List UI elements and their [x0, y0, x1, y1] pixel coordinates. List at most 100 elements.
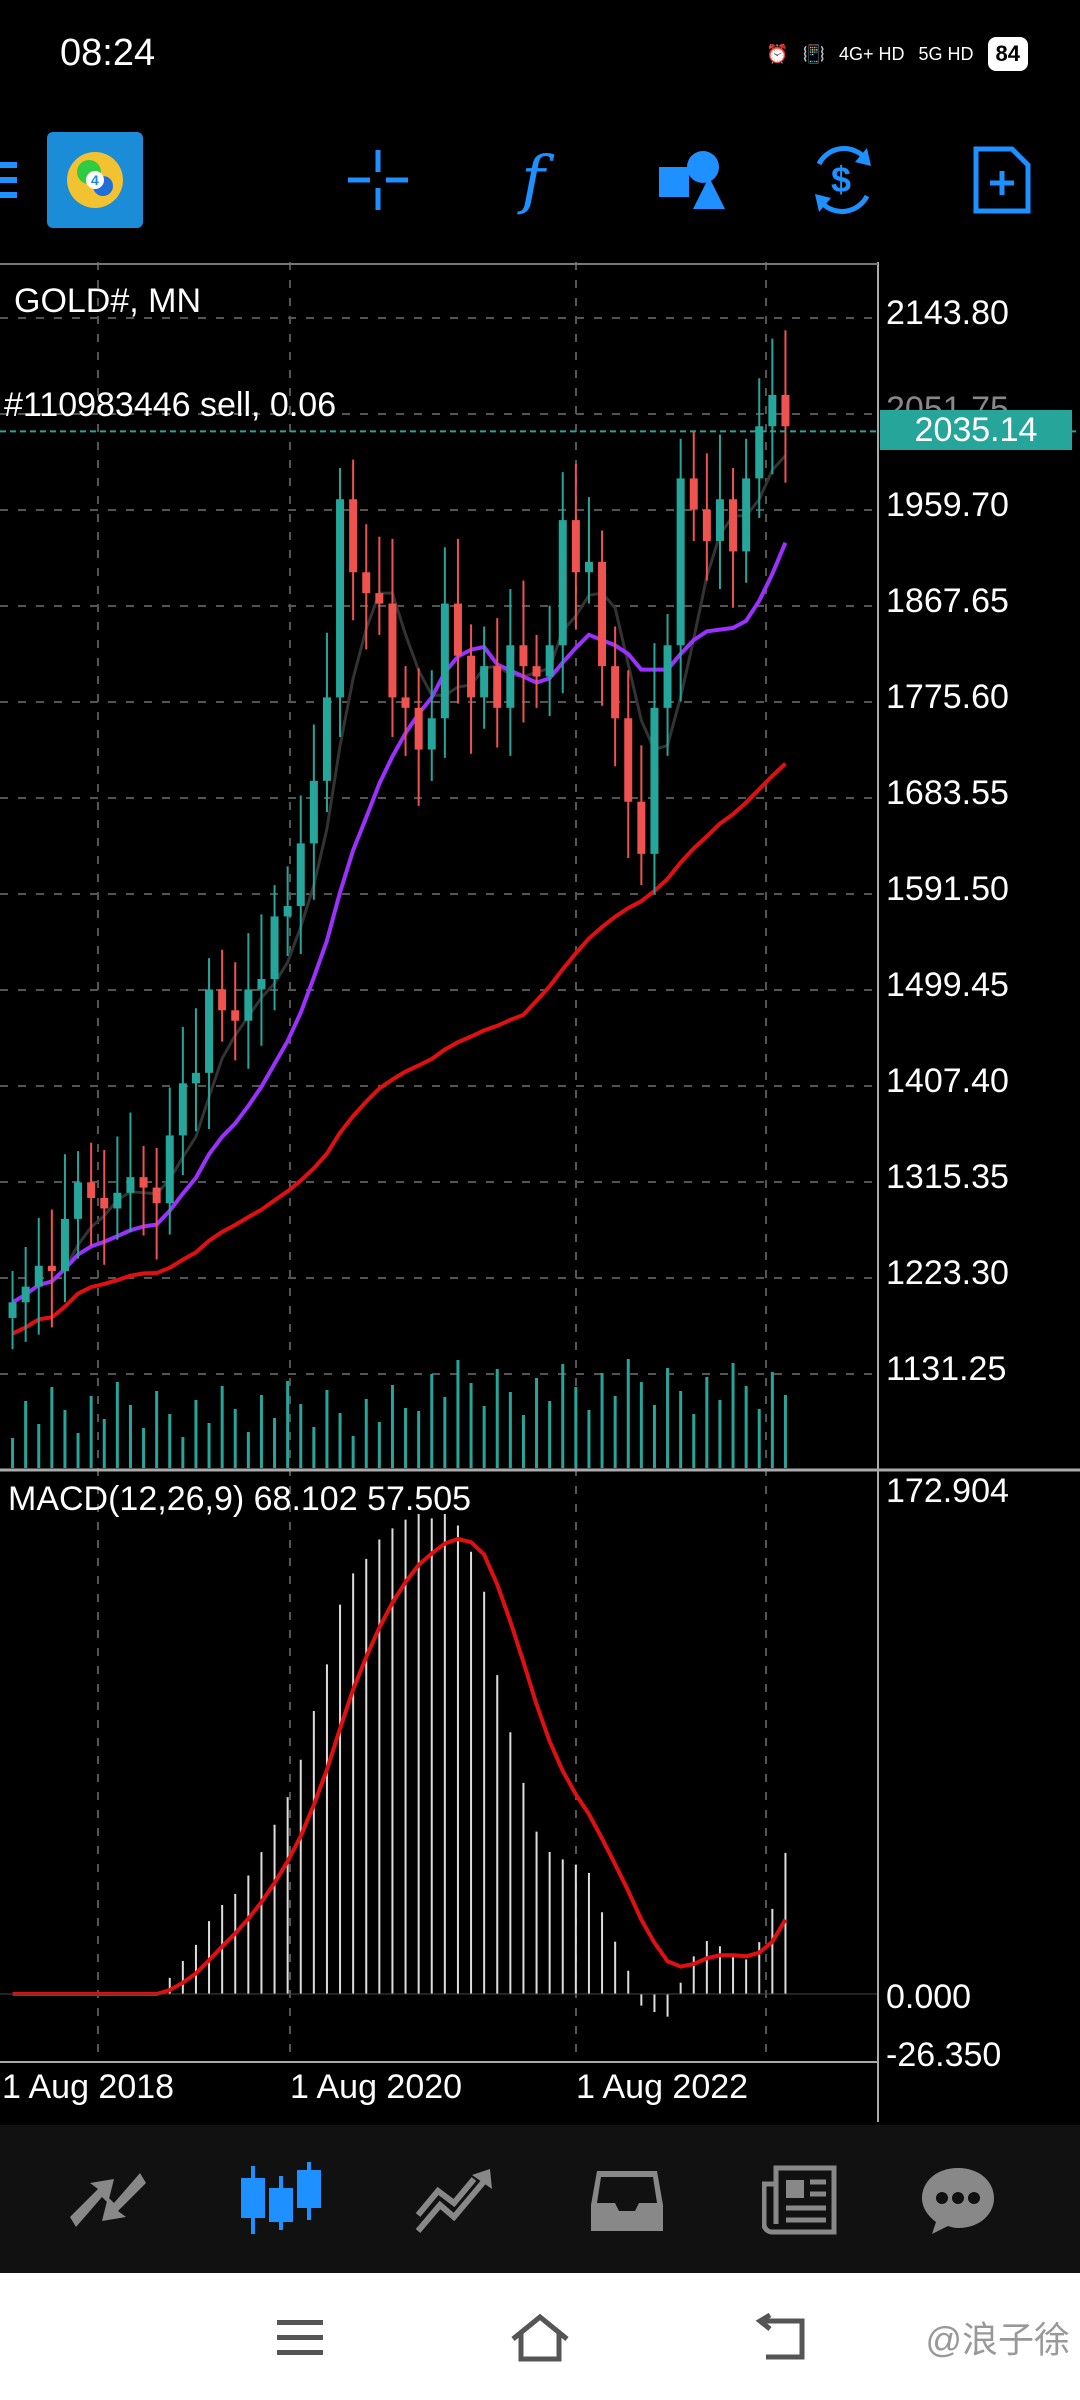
candle-body: [296, 843, 305, 906]
metatrader-logo[interactable]: 4: [45, 130, 145, 230]
candle-body: [715, 499, 724, 541]
ma-mid-line: [11, 541, 788, 1305]
candle-body: [755, 426, 764, 479]
candle-body: [493, 666, 502, 708]
candle-body: [178, 1083, 187, 1136]
objects-icon[interactable]: [652, 140, 732, 220]
crosshair-icon[interactable]: [338, 140, 418, 220]
candle-body: [257, 978, 266, 990]
candle-body: [47, 1265, 56, 1272]
trade-icon[interactable]: $: [803, 140, 883, 220]
candle-body: [453, 603, 462, 656]
macd-tick: -26.350: [886, 2036, 1002, 2074]
network-4g-label: 4G+ HD: [838, 43, 905, 64]
candle-body: [309, 780, 318, 844]
battery-level: 84: [987, 37, 1028, 71]
chart-canvas[interactable]: [0, 262, 1080, 2122]
candle-body: [401, 697, 410, 708]
candle-body: [702, 509, 711, 541]
candlesticks: [8, 330, 790, 1350]
candle-body: [244, 989, 253, 1021]
status-bar: 08:24 ⏰ 📳 4G+ HD 5G HD 84: [0, 0, 1080, 110]
volume-bars: [11, 1359, 787, 1468]
bottom-nav: [0, 2125, 1080, 2273]
candle-body: [113, 1192, 122, 1209]
macd-label: MACD(12,26,9) 68.102 57.505: [8, 1480, 472, 1518]
macd-tick: 0.000: [886, 1978, 972, 2016]
candle-body: [598, 561, 607, 667]
candle-body: [231, 1010, 240, 1021]
price-tick: 1407.40: [886, 1062, 1009, 1100]
status-icons: ⏰ 📳 4G+ HD 5G HD 84: [766, 32, 1028, 76]
candle-body: [571, 520, 580, 573]
vibrate-icon: 📳: [802, 43, 825, 64]
candle-body: [8, 1302, 17, 1318]
recent-apps-icon[interactable]: [260, 2303, 340, 2373]
candle-body: [126, 1177, 135, 1193]
chart-icon[interactable]: [231, 2150, 331, 2250]
candle-body: [165, 1135, 174, 1204]
price-tick: 1131.25: [886, 1350, 1007, 1388]
candle-body: [650, 707, 659, 854]
candle-body: [388, 603, 397, 698]
quotes-icon[interactable]: [58, 2150, 158, 2250]
candle-body: [21, 1286, 30, 1303]
candle-body: [637, 801, 646, 854]
candle-body: [532, 666, 541, 677]
svg-text:4: 4: [91, 172, 99, 188]
candle-body: [270, 916, 279, 979]
macd-tick: 172.904: [886, 1472, 1009, 1510]
chart-frame: [0, 262, 1080, 2122]
candle-body: [519, 645, 528, 667]
hamburger-menu-icon[interactable]: [0, 140, 30, 220]
candle-body: [100, 1198, 109, 1209]
candle-body: [545, 645, 554, 677]
svg-text:$: $: [831, 159, 851, 200]
candle-body: [74, 1182, 83, 1219]
candle-body: [689, 478, 698, 510]
candle-body: [676, 478, 685, 646]
status-time: 08:24: [60, 32, 156, 74]
messages-icon[interactable]: [908, 2150, 1008, 2250]
indicators-icon[interactable]: f: [521, 143, 545, 217]
current-price-badge: 2035.14: [880, 410, 1072, 450]
price-tick: 1223.30: [886, 1254, 1009, 1292]
candle-body: [742, 478, 751, 552]
candle-body: [663, 645, 672, 708]
candle-body: [611, 666, 620, 719]
new-order-icon[interactable]: [962, 140, 1042, 220]
candle-body: [427, 718, 436, 750]
candle-body: [218, 989, 227, 1011]
candle-body: [34, 1265, 43, 1287]
date-tick: 1 Aug 2018: [2, 2068, 175, 2106]
order-label[interactable]: #110983446 sell, 0.06: [4, 386, 337, 424]
symbol-label: GOLD#, MN: [14, 282, 202, 320]
history-icon[interactable]: [577, 2150, 677, 2250]
home-icon[interactable]: [500, 2303, 580, 2373]
candle-body: [375, 593, 384, 604]
candle-body: [139, 1177, 148, 1188]
back-icon[interactable]: [740, 2303, 820, 2373]
chart-toolbar: 4 f $: [0, 120, 1080, 245]
candle-body: [191, 1072, 200, 1084]
candle-body: [584, 561, 593, 573]
price-tick: 1775.60: [886, 678, 1009, 716]
macd-histogram: [0, 1514, 878, 2017]
watermark: @浪子徐: [925, 2319, 1070, 2360]
price-tick: 1683.55: [886, 774, 1009, 812]
chart-area[interactable]: GOLD#, MN #110983446 sell, 0.06 2143.80 …: [0, 262, 1080, 2122]
candle-body: [440, 603, 449, 719]
candle-body: [152, 1187, 161, 1204]
trade-nav-icon[interactable]: [404, 2150, 504, 2250]
news-icon[interactable]: [750, 2150, 850, 2250]
alarm-icon: ⏰: [766, 43, 789, 64]
price-tick: 1315.35: [886, 1158, 1009, 1196]
candle-body: [336, 499, 345, 698]
price-tick: 1867.65: [886, 582, 1009, 620]
candle-body: [60, 1218, 69, 1272]
candle-body: [414, 707, 423, 750]
candle-body: [467, 655, 476, 698]
ma-slow-line: [11, 762, 787, 1336]
date-tick: 1 Aug 2020: [290, 2068, 463, 2106]
candle-body: [558, 520, 567, 646]
